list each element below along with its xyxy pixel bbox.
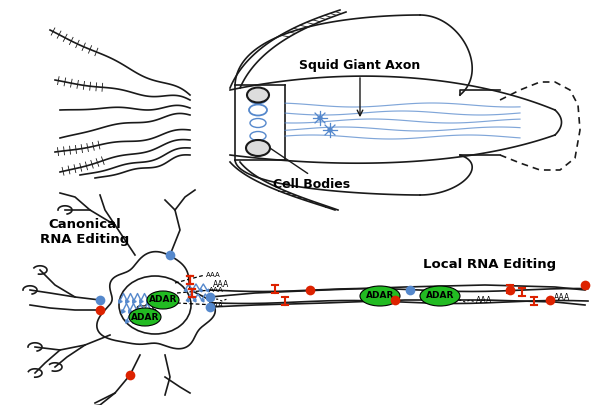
Ellipse shape xyxy=(249,104,267,115)
Text: ADAR: ADAR xyxy=(366,292,394,301)
Text: ADAR: ADAR xyxy=(426,292,454,301)
Ellipse shape xyxy=(129,308,161,326)
Ellipse shape xyxy=(147,291,179,309)
Text: Local RNA Editing: Local RNA Editing xyxy=(424,258,557,271)
Ellipse shape xyxy=(360,286,400,306)
Circle shape xyxy=(318,116,322,120)
Text: Canonical
RNA Editing: Canonical RNA Editing xyxy=(40,218,130,246)
Text: AAA: AAA xyxy=(209,288,224,293)
Ellipse shape xyxy=(420,286,460,306)
Text: AAA: AAA xyxy=(206,272,221,278)
Circle shape xyxy=(328,128,332,132)
Text: AAA: AAA xyxy=(213,280,229,289)
Ellipse shape xyxy=(250,132,266,141)
Text: Cell Bodies: Cell Bodies xyxy=(274,178,350,191)
Text: AAA: AAA xyxy=(554,293,570,302)
Ellipse shape xyxy=(250,119,266,128)
Text: ADAR: ADAR xyxy=(131,313,159,322)
Text: ADAR: ADAR xyxy=(149,296,177,305)
Ellipse shape xyxy=(249,92,267,104)
Text: Squid Giant Axon: Squid Giant Axon xyxy=(299,59,421,72)
Text: AAA: AAA xyxy=(209,302,224,307)
Ellipse shape xyxy=(247,87,269,102)
Ellipse shape xyxy=(246,140,270,156)
Ellipse shape xyxy=(250,143,266,153)
Text: AAA: AAA xyxy=(476,296,492,305)
